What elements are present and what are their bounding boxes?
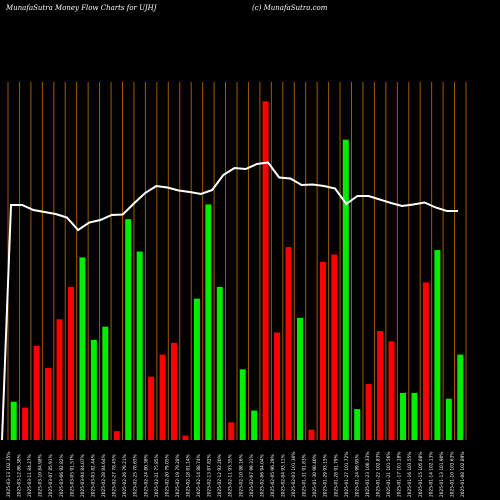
money-flow-bar: [331, 254, 338, 440]
x-tick-label: 2025-03-11 84.27%: [27, 454, 33, 497]
x-tick-label: 2025-01-22 102.83%: [376, 452, 382, 497]
x-tick-label: 2025-03-13 102.35%: [6, 452, 12, 497]
x-tick-label: 2025-01-13 101.90%: [439, 452, 445, 497]
x-tick-label: 2025-01-21 101.56%: [386, 452, 392, 497]
x-tick-label: 2025-02-13 87.82%: [207, 454, 213, 497]
x-tick-label: 2025-01-08 102.89%: [460, 452, 466, 497]
x-tick-label: 2025-01-29 93.15%: [323, 454, 329, 497]
x-tick-labels: 2025-03-13 102.35% 2025-03-12 86.38% 2025-…: [6, 452, 466, 497]
x-tick-label: 2025-03-03 82.44%: [90, 454, 96, 497]
money-flow-bar: [10, 401, 17, 440]
x-tick-label: 2025-02-07 99.31%: [249, 454, 255, 497]
x-tick-label: 2025-01-16 103.55%: [407, 452, 413, 497]
money-flow-bar: [216, 286, 223, 440]
x-tick-label: 2025-01-27 101.72%: [344, 452, 350, 497]
x-tick-label: 2025-03-05 91.57%: [69, 454, 75, 497]
watermark: (c) MunafaSutra.com: [252, 4, 328, 12]
price-line: [1, 161, 458, 441]
money-flow-bar: [90, 339, 97, 440]
money-flow-bar: [102, 326, 109, 440]
x-tick-label: 2025-02-20 79.05%: [164, 454, 170, 497]
x-tick-label: 2025-02-27 78.45%: [112, 454, 118, 497]
price-line-group: [1, 161, 458, 441]
money-flow-bar: [205, 204, 212, 440]
money-flow-bar: [285, 247, 292, 440]
money-flow-bar: [22, 407, 29, 440]
money-flow-bar: [33, 345, 40, 440]
money-flow-bars: [10, 101, 464, 441]
x-tick-label: 2025-02-03 101.30%: [291, 452, 297, 497]
x-tick-label: 2025-01-10 103.63%: [449, 452, 455, 497]
money-flow-bar: [193, 298, 200, 440]
x-tick-label: 2025-02-12 92.20%: [217, 454, 223, 497]
x-tick-label: 2025-02-14 88.74%: [196, 454, 202, 497]
x-tick-label: 2025-02-21 75.85%: [154, 454, 160, 497]
money-flow-bar: [400, 392, 407, 440]
money-flow-bar: [182, 435, 189, 440]
chart-title: MunafaSutra Money Flow Charts for UJHJ: [6, 4, 157, 12]
x-tick-label: 2025-02-18 81.14%: [185, 454, 191, 497]
x-tick-label: 2025-01-23 100.33%: [365, 452, 371, 497]
x-tick-label: 2025-02-19 79.28%: [175, 454, 181, 497]
money-flow-bar: [67, 286, 74, 440]
x-tick-label: 2025-03-12 86.38%: [17, 454, 23, 497]
money-flow-bar: [422, 282, 429, 440]
money-flow-bar: [434, 250, 441, 440]
money-flow-bar: [388, 341, 395, 440]
x-tick-label: 2025-01-14 102.13%: [428, 452, 434, 497]
money-flow-bar: [45, 367, 52, 440]
x-tick-label: 2025-01-15 105.08%: [418, 452, 424, 497]
money-flow-bar: [136, 251, 143, 440]
x-tick-label: 2025-03-07 85.91%: [48, 454, 54, 497]
money-flow-bar: [251, 410, 258, 440]
x-tick-label: 2025-03-04 84.07%: [80, 454, 86, 497]
x-tick-label: 2025-02-26 79.21%: [122, 454, 128, 497]
x-tick-label: 2025-02-06 94.04%: [259, 454, 265, 497]
x-tick-label: 2025-02-04 93.11%: [281, 454, 287, 497]
money-flow-bar: [171, 342, 178, 440]
money-flow-bar: [457, 354, 464, 440]
x-tick-label: 2025-01-17 101.28%: [397, 452, 403, 497]
x-tick-label: 2025-03-10 84.98%: [38, 454, 44, 497]
money-flow-bar: [274, 332, 281, 440]
x-tick-label: 2025-02-05 96.29%: [270, 454, 276, 497]
money-flow-bar: [445, 398, 452, 440]
money-flow-bar: [125, 219, 132, 440]
x-tick-label: 2025-02-28 84.64%: [101, 454, 107, 497]
grid-lines: [7, 82, 467, 440]
money-flow-bar: [342, 139, 349, 440]
x-tick-label: 2025-01-24 99.95%: [354, 454, 360, 497]
money-flow-bar: [365, 384, 372, 440]
x-tick-label: 2025-03-06 92.82%: [59, 454, 65, 497]
money-flow-bar: [354, 409, 361, 440]
x-tick-label: 2025-02-24 80.38%: [143, 454, 149, 497]
money-flow-bar: [79, 257, 86, 440]
money-flow-bar: [113, 431, 120, 440]
money-flow-bar: [159, 354, 166, 440]
money-flow-bar: [148, 376, 155, 440]
money-flow-bar: [262, 101, 269, 441]
money-flow-bar: [411, 392, 418, 440]
x-tick-label: 2025-02-11 93.35%: [228, 454, 234, 497]
money-flow-bar: [319, 261, 326, 440]
x-tick-label: 2025-02-25 78.65%: [133, 454, 139, 497]
money-flow-bar: [377, 331, 384, 440]
money-flow-bar: [296, 317, 303, 440]
x-tick-label: 2025-02-10 98.16%: [238, 454, 244, 497]
x-tick-label: 2025-01-30 90.40%: [312, 454, 318, 497]
money-flow-bar: [239, 369, 246, 440]
x-tick-label: 2025-01-28 91.79%: [333, 454, 339, 497]
money-flow-bar: [56, 319, 63, 440]
money-flow-bar: [308, 429, 315, 440]
money-flow-bar: [228, 422, 235, 440]
x-tick-label: 2025-01-31 91.83%: [302, 454, 308, 497]
